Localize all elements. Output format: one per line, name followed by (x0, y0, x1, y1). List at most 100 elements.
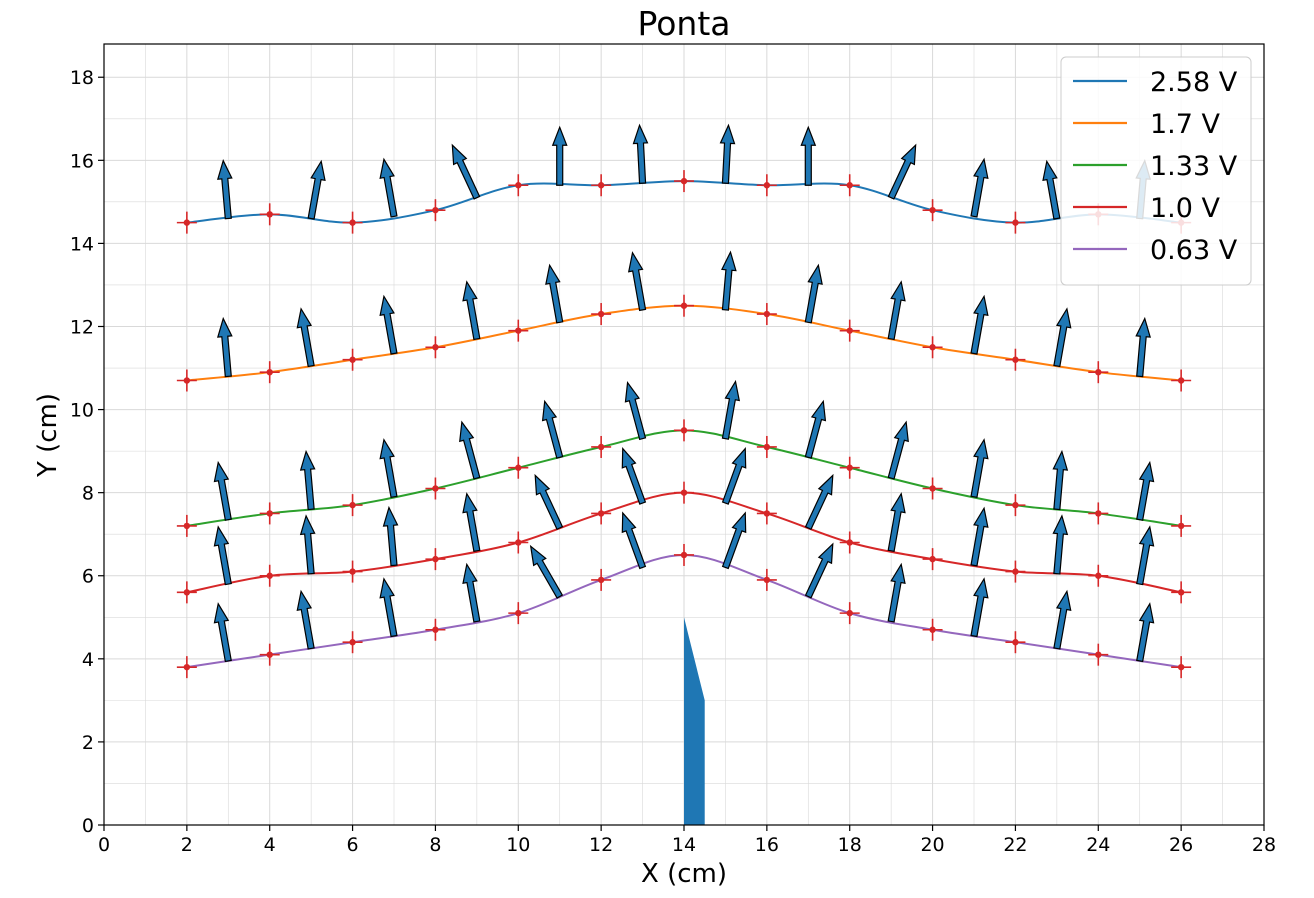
data-point (1012, 568, 1019, 575)
data-point (349, 568, 356, 575)
data-point (266, 510, 273, 517)
x-tick-label: 28 (1252, 834, 1276, 856)
x-tick-label: 14 (672, 834, 696, 856)
data-point (515, 539, 522, 546)
y-tick-label: 18 (70, 67, 94, 89)
data-point (1012, 639, 1019, 646)
field-arrow (217, 316, 233, 378)
x-tick-label: 4 (264, 834, 276, 856)
data-point (515, 327, 522, 334)
field-arrow (379, 294, 398, 355)
data-point (763, 310, 771, 318)
chart-title: Ponta (638, 4, 731, 43)
data-point (266, 211, 273, 218)
data-point (266, 368, 273, 376)
x-tick-label: 26 (1169, 834, 1193, 856)
data-point (680, 302, 688, 309)
field-arrow (632, 123, 649, 184)
field-arrow (299, 449, 316, 511)
field-arrow (970, 294, 989, 355)
data-point (183, 377, 191, 384)
field-arrow (887, 143, 917, 200)
field-arrow (451, 143, 481, 200)
field-arrow (307, 159, 326, 220)
field-arrow (1136, 460, 1155, 521)
field-arrow (800, 125, 817, 186)
data-point (266, 572, 273, 579)
y-tick-label: 12 (70, 316, 94, 338)
legend-label-2: 1.33 V (1150, 151, 1238, 182)
data-point (1012, 501, 1019, 509)
data-point (763, 576, 771, 584)
field-arrow (721, 511, 747, 570)
data-point (1177, 522, 1185, 530)
data-point (515, 609, 522, 617)
data-point (349, 639, 356, 646)
field-arrow (217, 159, 233, 220)
field-arrow (970, 157, 989, 218)
field-arrow (887, 420, 909, 480)
field-arrow (804, 399, 827, 459)
data-point (1177, 663, 1185, 671)
data-point (183, 219, 191, 226)
data-point (846, 327, 853, 334)
x-tick-label: 6 (347, 834, 359, 856)
x-tick-label: 16 (755, 834, 779, 856)
field-arrow (1053, 307, 1072, 368)
field-arrow (721, 379, 741, 440)
field-arrow (621, 446, 647, 505)
data-point (929, 344, 936, 351)
field-arrow (1135, 316, 1151, 378)
field-arrow (534, 473, 564, 531)
x-tick-label: 22 (1003, 834, 1027, 856)
field-arrow (887, 492, 906, 553)
field-arrow (804, 263, 823, 324)
data-point (846, 182, 853, 189)
field-arrow (541, 399, 564, 459)
field-arrow (970, 577, 989, 638)
y-tick-label: 4 (82, 649, 94, 671)
data-point (515, 182, 522, 189)
electrode-tip (684, 617, 705, 825)
legend: 2.58 V 1.7 V 1.33 V 1.0 V 0.63 V (1060, 56, 1252, 286)
field-arrow (382, 505, 399, 567)
field-arrow (624, 381, 647, 441)
data-point (1095, 651, 1102, 658)
data-point (763, 443, 771, 451)
field-arrow (213, 460, 232, 521)
data-point (349, 219, 356, 226)
field-arrow (299, 514, 316, 575)
data-point (680, 177, 688, 185)
field-arrow (970, 438, 989, 499)
data-point (597, 576, 605, 584)
data-point (929, 206, 936, 214)
field-arrow (1136, 525, 1155, 586)
data-point (183, 589, 191, 596)
x-tick-label: 12 (589, 834, 613, 856)
data-point (432, 555, 439, 563)
legend-label-0: 2.58 V (1150, 67, 1238, 98)
field-arrow (1052, 514, 1069, 575)
field-arrow (621, 511, 647, 570)
data-point (432, 206, 439, 214)
x-tick-label: 24 (1086, 834, 1110, 856)
data-point (432, 344, 439, 351)
data-point (763, 510, 771, 517)
x-tick-label: 2 (181, 834, 193, 856)
field-arrow (887, 280, 906, 341)
field-arrow (529, 544, 564, 599)
data-point (763, 182, 771, 189)
data-point (432, 626, 439, 633)
data-point (680, 489, 688, 496)
y-tick-label: 0 (82, 815, 94, 837)
x-tick-label: 18 (838, 834, 862, 856)
field-arrow (462, 280, 481, 341)
y-tick-label: 8 (82, 483, 94, 505)
data-point (1095, 572, 1102, 579)
field-arrow (721, 446, 747, 505)
data-point (1012, 356, 1019, 363)
data-point (597, 182, 605, 189)
field-arrow (213, 525, 232, 586)
data-point (349, 501, 356, 509)
data-point (597, 443, 605, 451)
